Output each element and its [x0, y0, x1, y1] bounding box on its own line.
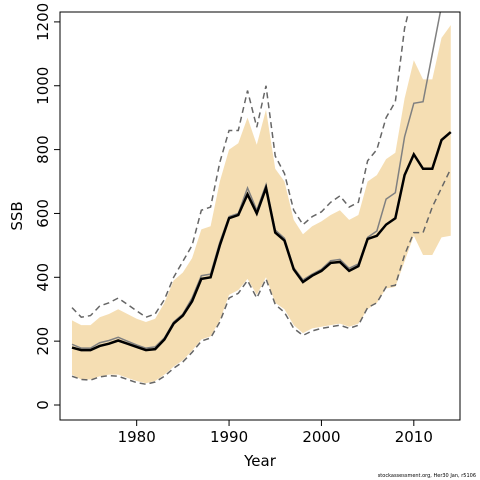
y-axis-label: SSB	[8, 201, 26, 230]
x-tick-label: 2000	[302, 428, 340, 446]
x-tick-label: 1990	[210, 428, 248, 446]
ci-line	[71, 12, 410, 319]
series-line	[71, 131, 452, 352]
y-tick-label: 200	[34, 327, 52, 356]
y-tick-label: 600	[34, 199, 52, 228]
y-tick-label: 1200	[34, 3, 52, 41]
x-axis-label: Year	[243, 452, 277, 470]
footer: stockassessment.org, Her30 Jan, r5106	[378, 473, 476, 479]
y-tick-label: 0	[34, 400, 52, 410]
y-tick-label: 400	[34, 263, 52, 292]
y-tick-label: 800	[34, 135, 52, 164]
plot-area	[71, 12, 452, 386]
plot-frame	[59, 11, 461, 421]
x-tick-label: 1980	[118, 428, 156, 446]
ci-line	[71, 168, 452, 386]
x-tick-label: 2010	[395, 428, 433, 446]
y-tick-label: 1000	[34, 67, 52, 105]
